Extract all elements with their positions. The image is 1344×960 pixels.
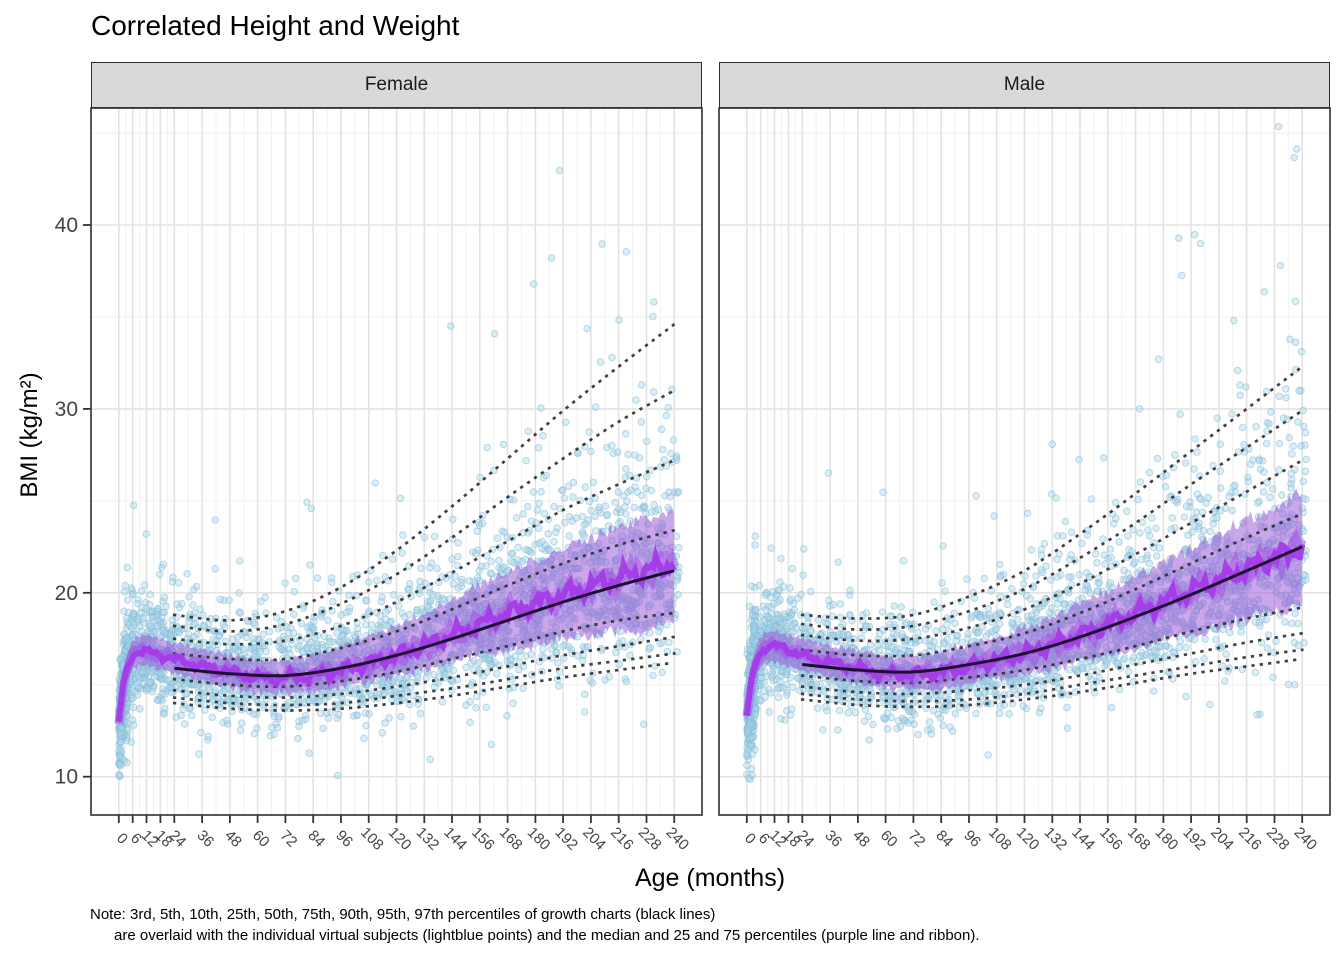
growth-percentile-curves-male: [800, 364, 1305, 709]
svg-text:156: 156: [468, 824, 498, 854]
svg-text:48: 48: [221, 827, 245, 851]
svg-text:180: 180: [524, 824, 554, 854]
svg-text:96: 96: [332, 827, 356, 851]
y-axis-ticks: [83, 224, 91, 778]
svg-text:84: 84: [304, 827, 328, 851]
x-axis-ticks-female: [117, 815, 676, 823]
chart-title: Correlated Height and Weight: [91, 10, 460, 41]
facet-strip-female: Female: [91, 62, 702, 108]
growth-percentile-curves-female: [172, 322, 677, 712]
x-axis-ticks-male: [745, 815, 1304, 823]
svg-text:144: 144: [440, 824, 470, 854]
caption-note-line2: are overlaid with the individual virtual…: [114, 927, 980, 944]
svg-text:240: 240: [663, 824, 693, 854]
svg-text:168: 168: [496, 824, 526, 854]
svg-text:228: 228: [635, 824, 665, 854]
svg-text:72: 72: [277, 827, 301, 851]
scatter-points-male: [743, 122, 1311, 784]
iqr-ribbon-male: [746, 488, 1302, 726]
svg-text:204: 204: [579, 824, 609, 854]
facet-strip-female-label: Female: [364, 74, 429, 95]
svg-text:132: 132: [413, 824, 443, 854]
svg-text:0: 0: [113, 830, 131, 848]
svg-text:108: 108: [357, 824, 387, 854]
svg-text:216: 216: [607, 824, 637, 854]
svg-text:24: 24: [166, 827, 190, 851]
y-axis-title: BMI (kg/m²): [16, 372, 43, 498]
svg-text:60: 60: [249, 827, 273, 851]
svg-text:36: 36: [193, 827, 217, 851]
growth-median-curve-male: [802, 545, 1303, 674]
facet-strip-male-label: Male: [1003, 74, 1046, 95]
growth-median-curve-female: [174, 569, 675, 678]
caption-note: Note: 3rd, 5th, 10th, 25th, 50th, 75th, …: [90, 904, 980, 946]
svg-text:120: 120: [385, 824, 415, 854]
caption-note-line1: Note: 3rd, 5th, 10th, 25th, 50th, 75th, …: [90, 906, 716, 923]
x-axis-title: Age (months): [634, 864, 786, 892]
svg-text:192: 192: [551, 824, 581, 854]
scatter-points-female: [115, 166, 683, 781]
